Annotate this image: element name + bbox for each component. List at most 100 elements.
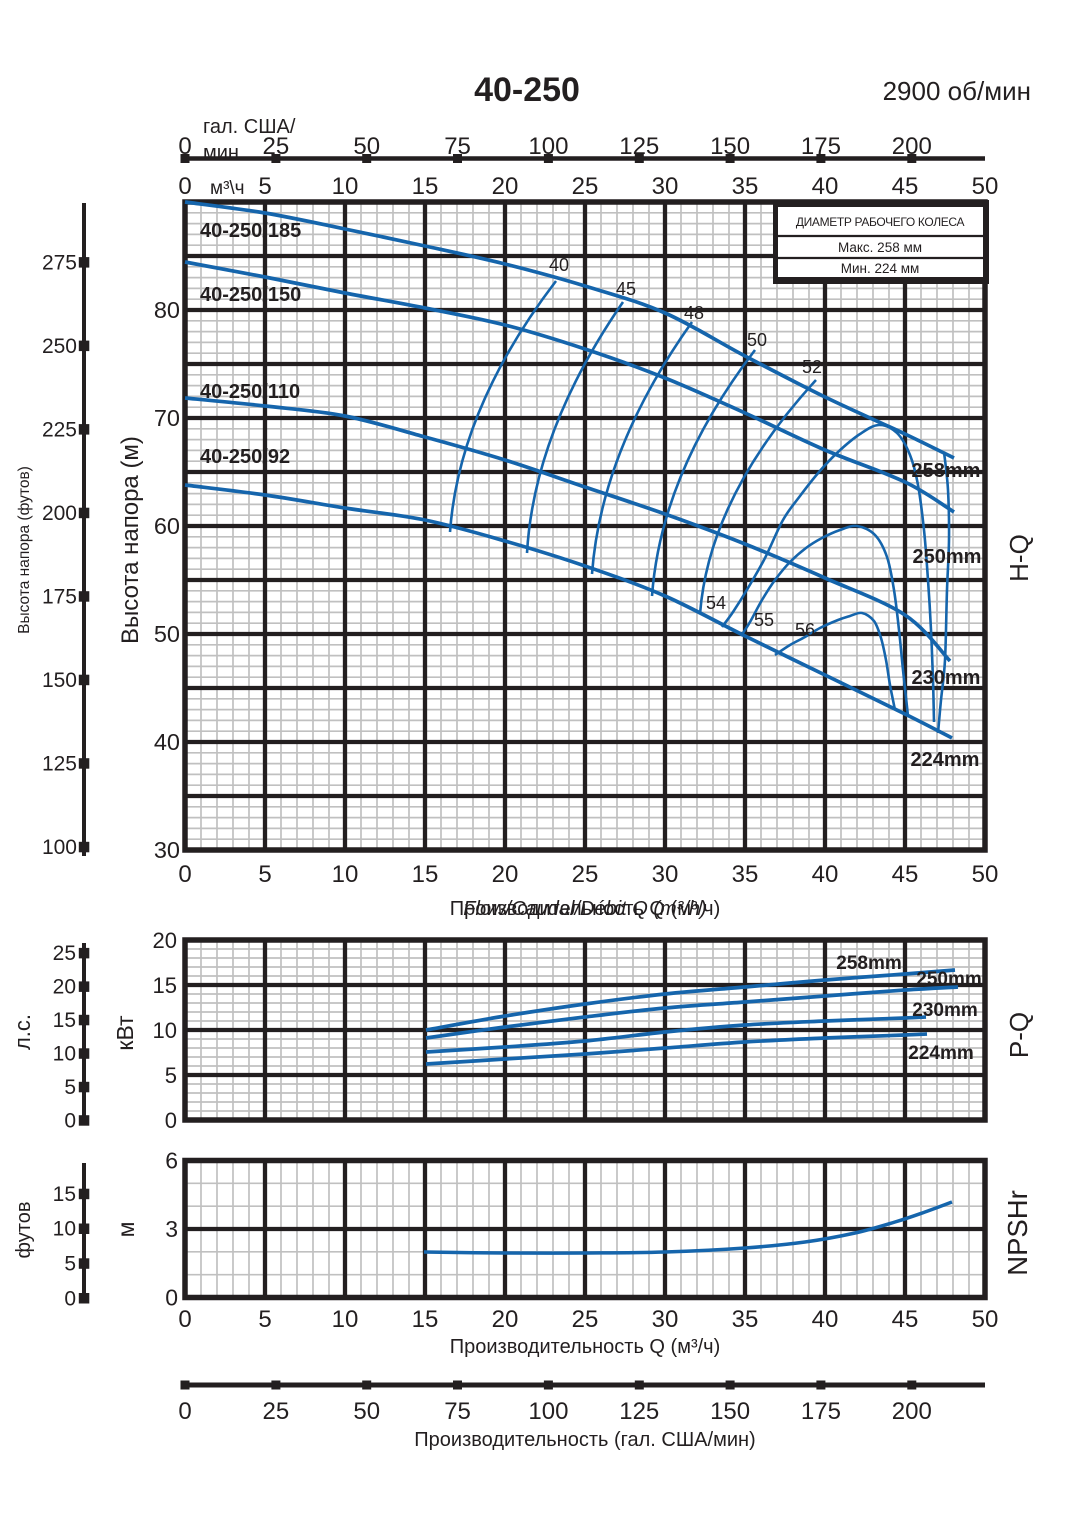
svg-text:30: 30 [652, 173, 679, 200]
svg-text:60: 60 [154, 513, 180, 539]
svg-text:м³\ч: м³\ч [210, 178, 245, 199]
svg-text:35: 35 [732, 861, 759, 888]
svg-text:0: 0 [64, 1110, 76, 1133]
svg-text:Высота напора (м): Высота напора (м) [117, 436, 144, 644]
svg-text:5: 5 [258, 861, 271, 888]
svg-text:40-250/110: 40-250/110 [200, 381, 300, 403]
svg-text:25: 25 [262, 1398, 289, 1425]
svg-text:30: 30 [154, 837, 180, 863]
svg-text:48: 48 [684, 303, 704, 323]
svg-text:250mm: 250mm [916, 969, 982, 990]
svg-text:200: 200 [892, 1398, 932, 1425]
svg-text:5: 5 [258, 1306, 271, 1333]
svg-text:P-Q: P-Q [1004, 1012, 1034, 1058]
svg-text:45: 45 [892, 173, 919, 200]
svg-text:2900 об/мин: 2900 об/мин [883, 76, 1031, 106]
svg-text:0: 0 [178, 1398, 191, 1425]
svg-text:100: 100 [42, 836, 77, 859]
svg-text:230mm: 230mm [912, 667, 981, 689]
svg-text:52: 52 [802, 357, 822, 377]
svg-text:Производительность Q (м³/ч): Производительность Q (м³/ч) [450, 898, 721, 920]
svg-text:250mm: 250mm [913, 546, 982, 568]
svg-text:150: 150 [42, 669, 77, 692]
svg-text:15: 15 [412, 861, 439, 888]
svg-text:20: 20 [492, 1306, 519, 1333]
svg-text:200: 200 [892, 133, 932, 160]
svg-text:75: 75 [444, 1398, 471, 1425]
svg-text:250: 250 [42, 335, 77, 358]
svg-text:6: 6 [165, 1148, 178, 1174]
svg-text:15: 15 [412, 1306, 439, 1333]
svg-text:мин: мин [203, 142, 239, 164]
svg-text:50: 50 [353, 133, 380, 160]
svg-text:35: 35 [732, 173, 759, 200]
svg-text:40-250/185: 40-250/185 [200, 220, 301, 242]
svg-text:10: 10 [332, 861, 359, 888]
svg-text:80: 80 [154, 297, 180, 323]
svg-text:5: 5 [64, 1253, 76, 1276]
svg-text:0: 0 [165, 1108, 177, 1133]
svg-text:Мин. 224 мм: Мин. 224 мм [841, 261, 920, 276]
svg-text:225: 225 [42, 418, 77, 441]
svg-text:10: 10 [332, 173, 359, 200]
svg-text:75: 75 [444, 133, 471, 160]
svg-text:224mm: 224mm [908, 1043, 974, 1064]
svg-text:20: 20 [492, 173, 519, 200]
svg-text:50: 50 [972, 173, 999, 200]
svg-text:25: 25 [572, 861, 599, 888]
svg-text:3: 3 [165, 1216, 178, 1242]
svg-text:5: 5 [165, 1063, 177, 1088]
svg-text:0: 0 [178, 133, 191, 160]
svg-text:0: 0 [165, 1285, 178, 1311]
svg-text:175: 175 [801, 133, 841, 160]
svg-text:25: 25 [572, 173, 599, 200]
svg-text:20: 20 [153, 928, 177, 953]
svg-text:5: 5 [64, 1076, 76, 1099]
svg-text:15: 15 [53, 1183, 76, 1206]
svg-text:40-250: 40-250 [474, 71, 580, 109]
svg-text:40: 40 [154, 729, 180, 755]
svg-text:100: 100 [528, 1398, 568, 1425]
svg-text:NPSHr: NPSHr [1002, 1190, 1033, 1276]
svg-text:20: 20 [492, 861, 519, 888]
svg-text:40-250/150: 40-250/150 [200, 284, 301, 306]
svg-text:30: 30 [652, 861, 679, 888]
svg-text:0: 0 [178, 861, 191, 888]
svg-text:м: м [113, 1222, 139, 1238]
svg-text:175: 175 [801, 1398, 841, 1425]
svg-text:50: 50 [972, 861, 999, 888]
svg-text:кВт: кВт [112, 1015, 138, 1051]
svg-text:10: 10 [53, 1218, 76, 1241]
svg-text:100: 100 [528, 133, 568, 160]
svg-text:25: 25 [53, 942, 76, 965]
svg-text:200: 200 [42, 502, 77, 525]
svg-text:125: 125 [619, 1398, 659, 1425]
svg-text:54: 54 [706, 593, 726, 613]
svg-text:Производительность (гал. США/м: Производительность (гал. США/мин) [414, 1429, 755, 1451]
svg-text:15: 15 [412, 173, 439, 200]
svg-text:футов: футов [13, 1202, 35, 1259]
svg-text:35: 35 [732, 1306, 759, 1333]
svg-text:20: 20 [53, 976, 76, 999]
svg-text:125: 125 [42, 752, 77, 775]
svg-text:25: 25 [262, 133, 289, 160]
svg-text:56: 56 [795, 620, 815, 640]
svg-text:150: 150 [710, 133, 750, 160]
svg-text:Макс. 258 мм: Макс. 258 мм [838, 240, 922, 255]
svg-text:0: 0 [178, 173, 191, 200]
svg-text:40: 40 [812, 1306, 839, 1333]
svg-text:224mm: 224mm [911, 749, 980, 771]
svg-text:25: 25 [572, 1306, 599, 1333]
svg-text:275: 275 [42, 251, 77, 274]
svg-text:0: 0 [64, 1287, 76, 1310]
svg-text:гал. США/: гал. США/ [203, 116, 296, 138]
svg-text:50: 50 [972, 1306, 999, 1333]
svg-text:70: 70 [154, 405, 180, 431]
svg-text:50: 50 [353, 1398, 380, 1425]
svg-text:258mm: 258mm [912, 460, 981, 482]
svg-text:40: 40 [812, 173, 839, 200]
svg-text:45: 45 [892, 861, 919, 888]
svg-text:40-250/92: 40-250/92 [200, 446, 290, 468]
svg-text:15: 15 [153, 973, 177, 998]
svg-text:30: 30 [652, 1306, 679, 1333]
